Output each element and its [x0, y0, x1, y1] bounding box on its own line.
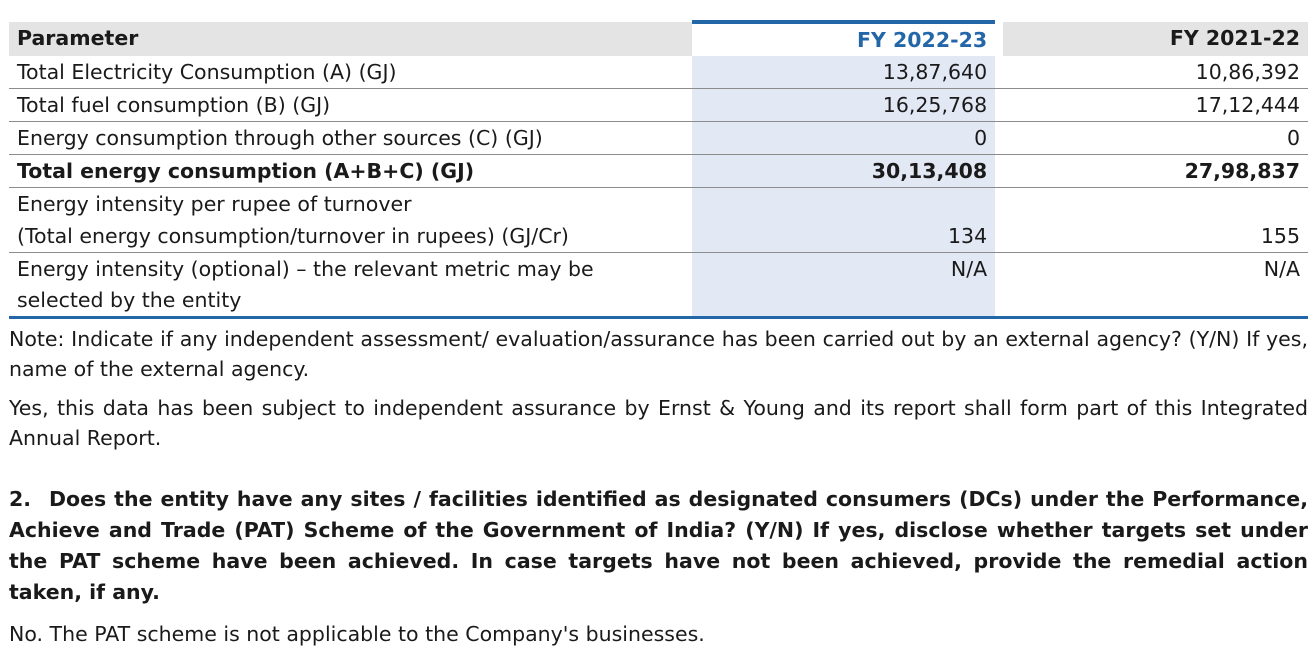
- row-value-fy-2021-22: 10,86,392: [1195, 60, 1300, 84]
- row-value-fy-2022-23: [692, 187, 996, 220]
- column-gap: [995, 252, 1004, 318]
- table-row: Total fuel consumption (B) (GJ) 16,25,76…: [9, 88, 1308, 122]
- question-number: 2.: [9, 487, 32, 511]
- table-header-row: Parameter FY 2022-23 FY 2021-22: [9, 20, 1308, 56]
- row-value-fy-2021-22: N/A: [1263, 257, 1300, 281]
- column-gap: [995, 88, 1004, 122]
- assurance-text: Yes, this data has been subject to indep…: [9, 396, 1308, 450]
- row-value-fy-2021-22: 155: [1260, 224, 1300, 248]
- table-row: Energy intensity (optional) – the releva…: [9, 252, 1308, 318]
- energy-consumption-table: Parameter FY 2022-23 FY 2021-22 Total El…: [9, 20, 1308, 319]
- table-row: (Total energy consumption/turnover in ru…: [9, 220, 1308, 253]
- answer-text: No. The PAT scheme is not applicable to …: [9, 622, 705, 646]
- row-parameter: (Total energy consumption/turnover in ru…: [17, 224, 569, 248]
- header-fy-2022-23: FY 2022-23: [692, 20, 996, 56]
- question-text: Does the entity have any sites / facilit…: [9, 487, 1308, 604]
- row-parameter: Total fuel consumption (B) (GJ): [17, 93, 331, 117]
- table-row-total: Total energy consumption (A+B+C) (GJ) 30…: [9, 154, 1308, 188]
- table-row: Energy consumption through other sources…: [9, 121, 1308, 155]
- row-value-fy-2021-22: 27,98,837: [1184, 159, 1300, 183]
- row-value-fy-2021-22: 17,12,444: [1195, 93, 1300, 117]
- row-parameter: Total energy consumption (A+B+C) (GJ): [17, 159, 475, 183]
- row-value-fy-2022-23: 30,13,408: [692, 154, 996, 188]
- row-parameter: Energy intensity per rupee of turnover: [17, 192, 412, 216]
- column-gap: [995, 121, 1004, 155]
- row-value-fy-2021-22: [1003, 188, 1308, 221]
- header-parameter: Parameter: [9, 22, 693, 56]
- row-value-fy-2022-23: N/A: [692, 252, 996, 318]
- question-pat-scheme: 2. Does the entity have any sites / facil…: [9, 484, 1308, 608]
- row-value-fy-2022-23: 0: [692, 121, 996, 155]
- row-parameter: Energy intensity (optional) – the releva…: [17, 257, 594, 312]
- header-fy-2021-22: FY 2021-22: [1003, 22, 1308, 56]
- column-gap: [995, 220, 1004, 253]
- column-gap: [995, 187, 1004, 220]
- document-page: Parameter FY 2022-23 FY 2021-22 Total El…: [9, 20, 1308, 646]
- column-gap: [995, 154, 1004, 188]
- row-parameter: Total Electricity Consumption (A) (GJ): [17, 60, 397, 84]
- table-row: Total Electricity Consumption (A) (GJ) 1…: [9, 56, 1308, 89]
- row-value-fy-2022-23: 134: [692, 220, 996, 253]
- row-parameter: Energy consumption through other sources…: [17, 126, 543, 150]
- column-gap: [995, 22, 1004, 56]
- row-value-fy-2021-22: 0: [1286, 126, 1300, 150]
- assessment-note: Note: Indicate if any independent assess…: [9, 327, 1308, 381]
- table-row: Energy intensity per rupee of turnover: [9, 187, 1308, 221]
- column-gap: [995, 56, 1004, 89]
- row-value-fy-2022-23: 13,87,640: [692, 56, 996, 89]
- row-value-fy-2022-23: 16,25,768: [692, 88, 996, 122]
